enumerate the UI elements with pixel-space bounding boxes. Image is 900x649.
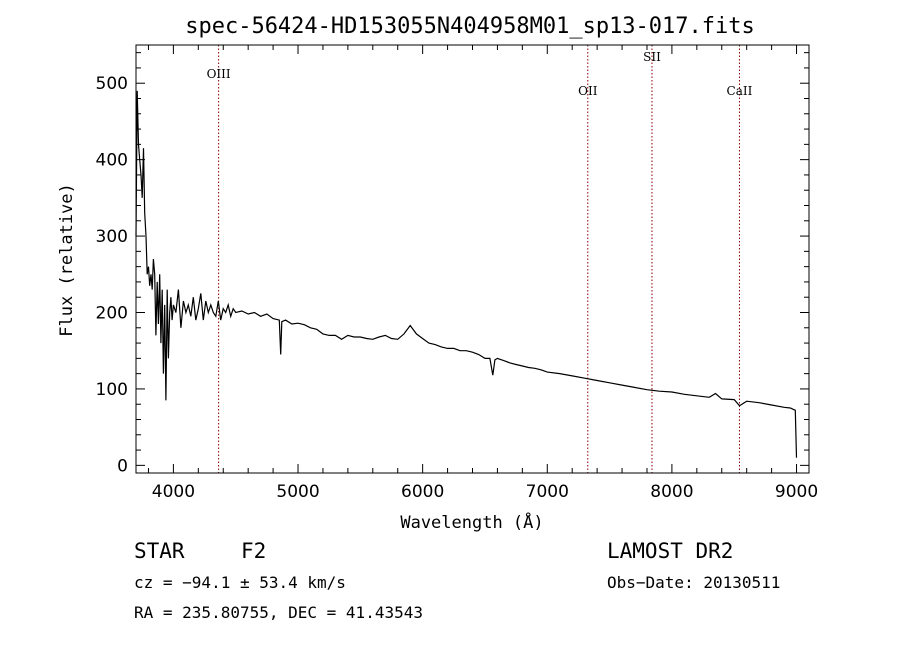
x-axis-label: Wavelength (Å): [400, 511, 543, 533]
emission-line-markers: OIII OII SII CaII: [207, 45, 753, 473]
x-tick-label: 9000: [775, 482, 818, 502]
object-subclass: F2: [241, 539, 267, 563]
plot-frame: [135, 44, 810, 474]
y-tick-label: 0: [117, 456, 128, 476]
x-tick-label: 5000: [276, 482, 319, 502]
y-axis-label: Flux (relative): [57, 183, 77, 337]
obs-date: Obs−Date: 20130511: [607, 573, 781, 592]
y-tick-label: 100: [96, 380, 128, 400]
line-label-oii: OII: [578, 84, 598, 98]
axis-ticks: 4000 5000 6000 7000 8000 9000 0 100 200 300 400 500: [96, 45, 818, 502]
x-tick-label: 7000: [526, 482, 569, 502]
y-tick-label: 200: [96, 304, 128, 324]
survey-name: LAMOST DR2: [607, 539, 734, 563]
y-tick-label: 500: [96, 74, 128, 94]
chart-title: spec-56424-HD153055N404958M01_sp13-017.f…: [185, 14, 755, 39]
line-label-oiii: OIII: [207, 67, 231, 81]
line-label-caii: CaII: [727, 84, 753, 98]
redshift-cz: cz = −94.1 ± 53.4 km/s: [134, 573, 346, 592]
x-tick-label: 8000: [650, 482, 693, 502]
x-tick-label: 4000: [152, 482, 195, 502]
object-class: STAR: [134, 539, 185, 563]
spectrum-line: [135, 90, 798, 458]
x-tick-label: 6000: [401, 482, 444, 502]
coordinates: RA = 235.80755, DEC = 41.43543: [134, 603, 423, 622]
y-tick-label: 400: [96, 151, 128, 171]
line-label-sii: SII: [643, 50, 661, 64]
y-tick-label: 300: [96, 227, 128, 247]
